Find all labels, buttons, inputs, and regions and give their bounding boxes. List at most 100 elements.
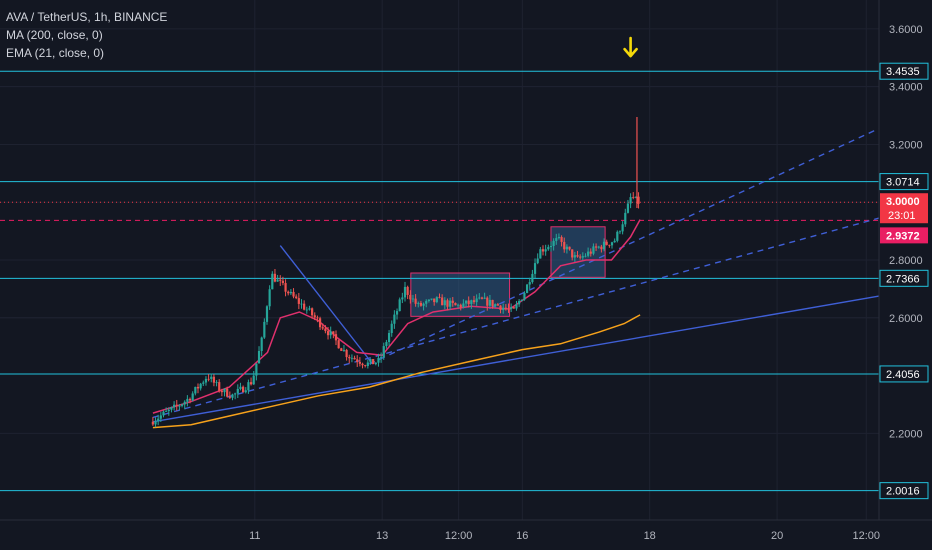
countdown-label: 23:01 [888,210,916,222]
arrow-marker [623,36,638,58]
legend-ema[interactable]: EMA (21, close, 0) [6,46,105,60]
candle-body [531,273,534,283]
candle-body [411,298,415,300]
moving-averages [152,219,641,429]
candle-body [419,302,423,306]
candle-body [587,251,590,256]
candle-body [159,415,162,419]
candle-body [610,242,614,246]
entry-price-tag [880,227,928,244]
candle-body [502,307,505,311]
candle-body [244,390,247,393]
candle-body [377,357,380,363]
candle-body [467,300,470,305]
candle-body [435,297,438,303]
candle-body [602,241,606,250]
level-price-tag [879,269,929,287]
candle-body [525,284,529,293]
candle-body [210,376,213,379]
candle-body [472,300,476,303]
candle-body [597,246,600,248]
candle-body [613,240,616,243]
candle-body [356,359,359,362]
candle-body [332,331,335,335]
candle-body [422,303,425,306]
candle-body [191,393,194,401]
candle-body [629,197,632,204]
candle-body [303,303,306,310]
candle-body [616,231,619,241]
candle-body [621,224,624,232]
candle-body [247,382,250,391]
grid-lines [0,0,879,520]
x-tick-label: 13 [376,530,388,542]
candle-body [175,404,178,406]
trendlines [152,127,880,423]
candle-body [271,273,274,290]
price-axis[interactable]: 3.6000 3.4000 3.2000 2.8000 2.6000 2.2000 3.45… [879,24,929,500]
legend-ma[interactable]: MA (200, close, 0) [6,28,103,42]
y-tick-label: 3.6000 [889,24,923,36]
candle-body [464,300,468,304]
current-price-tag [880,193,928,224]
candle-body [263,321,266,338]
level-price-label: 2.7366 [886,273,920,285]
candle-body [605,241,608,245]
candle-body [218,382,221,391]
candle-body [456,304,460,306]
candle-body [220,390,223,393]
candle-body [433,298,436,303]
candle-body [462,303,465,308]
trendline [152,295,880,423]
candle-body [568,246,571,250]
candle-body [555,238,558,241]
candle-body [441,297,444,306]
candle-body [186,398,189,402]
candle-body [401,297,404,300]
level-price-label: 3.0714 [886,177,920,189]
candle-body [528,282,531,285]
candle-body [584,255,587,257]
level-price-tag [879,62,929,80]
candle-body [510,307,513,309]
candle-body [353,357,356,360]
entry-price-label: 2.9372 [886,230,920,242]
candle-body [592,246,595,254]
candle-body [470,300,473,305]
candle-body [239,386,242,389]
candle-body [252,375,255,385]
candle-body [276,279,279,282]
candle-body [512,307,515,309]
level-price-tag [879,482,929,500]
candle-body [295,296,298,299]
dashed-trendline [152,217,880,419]
level-price-tag [879,173,929,191]
candle-body [427,299,430,301]
candle-body [292,291,295,297]
candle-body [165,411,168,412]
candle-body [340,348,343,351]
candle-body [451,300,454,303]
candle-body [289,291,292,294]
candle-body [226,388,229,397]
candle-body [483,297,486,299]
x-tick-label: 18 [644,530,656,542]
candle-body [478,297,481,299]
time-axis[interactable]: 11 13 12:00 16 18 20 12:00 [249,530,880,542]
legend-title[interactable]: AVA / TetherUS, 1h, BINANCE [6,10,168,24]
candle-body [207,378,210,380]
candle-body [573,255,576,258]
candle-body [520,299,523,302]
candle-body [231,394,234,398]
level-price-label: 2.0016 [886,486,920,498]
candle-body [212,376,216,383]
candle-body [403,286,407,298]
y-tick-label: 2.2000 [889,428,923,440]
candle-body [539,249,542,259]
candle-body [634,196,637,198]
candle-body [480,297,484,299]
candle-body [199,383,202,389]
candle-body [345,349,348,358]
candle-body [390,323,393,333]
